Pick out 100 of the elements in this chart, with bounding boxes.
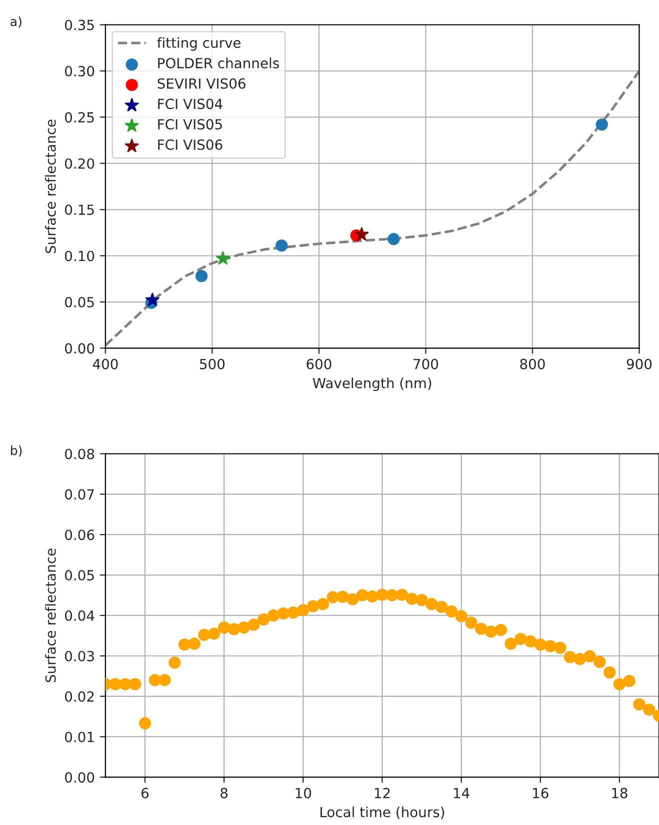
point [554,642,566,654]
legend-label: fitting curve [157,37,241,51]
point [258,613,270,626]
point [633,698,646,710]
point [216,251,230,265]
y-tick-label: 0.10 [65,250,94,262]
point [326,591,339,604]
point [564,651,576,664]
x-tick-label: 800 [520,358,545,370]
point [596,118,608,131]
point [514,632,527,645]
y-tick-label: 0.02 [65,691,94,702]
legend-label: POLDER channels [158,58,279,68]
y-tick-label: 0.06 [65,530,94,540]
point [406,592,418,605]
point [297,604,310,616]
point [465,616,478,629]
point [354,227,369,241]
y-tick-label: 0.08 [65,448,94,460]
y-tick-label: 0.35 [65,20,94,30]
legend-label: FCI VIS06 [158,139,222,150]
point [178,638,191,651]
point [643,704,656,716]
point [604,666,616,679]
point [336,590,349,603]
y-tick-label: 0.04 [65,610,94,621]
point [168,656,181,669]
point [287,606,300,619]
y-axis-title: Surface reflectance [45,120,56,254]
point [277,607,290,620]
point [276,240,288,252]
point [346,593,359,606]
x-axis-title: Local time (hours) [320,806,444,819]
point [145,292,160,306]
point [445,605,458,618]
x-tick-label: 700 [414,358,438,370]
y-tick-label: 0.25 [65,112,94,123]
point [316,598,329,610]
text: b) [11,446,22,457]
x-tick-label: 18 [612,788,628,798]
y-tick-label: 0.30 [65,66,94,76]
point [386,589,398,602]
point [158,674,171,686]
point [494,624,507,636]
y-tick-label: 0.00 [65,772,94,783]
text: a) [10,16,22,28]
x-tick-label: 400 [92,358,118,370]
point [388,233,400,246]
y-axis-title: Surface reflectance [45,548,56,682]
y-tick-label: 0.15 [65,204,94,216]
x-tick-label: 14 [454,788,470,798]
point [238,622,250,634]
point [416,594,428,606]
legend-label: FCI VIS04 [158,98,222,110]
point [504,638,517,650]
point [138,717,152,730]
point [188,638,200,650]
y-tick-label: 0.05 [65,570,94,580]
point [574,653,586,666]
point [129,678,142,690]
y-tick-label: 0.00 [65,343,94,354]
point [623,674,636,688]
point [267,609,280,622]
point [484,626,498,638]
x-tick-label: 8 [220,788,228,798]
x-axis-title: Wavelength (nm) [312,378,432,392]
y-tick-label: 0.01 [65,732,94,742]
point [208,628,220,640]
y-tick-label: 0.05 [65,296,94,308]
point [613,678,626,690]
point [198,628,210,641]
point [376,588,388,601]
x-tick-label: 16 [533,788,548,798]
x-tick-label: 6 [142,788,149,798]
point [396,588,408,601]
point [109,678,122,690]
point [435,600,448,614]
point [248,618,260,631]
point [306,600,320,612]
x-tick-label: 10 [296,788,312,798]
x-tick-label: 600 [306,358,332,370]
x-tick-label: 12 [374,788,390,798]
x-tick-label: 500 [200,358,225,370]
point [228,623,240,636]
x-tick-label: 900 [626,358,652,370]
point [148,674,161,686]
point [474,622,488,635]
y-tick-label: 0.07 [65,489,94,500]
point [534,638,546,651]
point [524,635,537,648]
point [195,270,208,282]
point [119,678,132,690]
point [426,598,438,610]
point [218,622,230,634]
point [544,640,556,652]
y-tick-label: 0.20 [65,158,94,169]
y-tick-label: 0.03 [65,650,94,662]
point [584,650,596,662]
legend-label: FCI VIS05 [158,119,222,130]
point [594,656,606,668]
